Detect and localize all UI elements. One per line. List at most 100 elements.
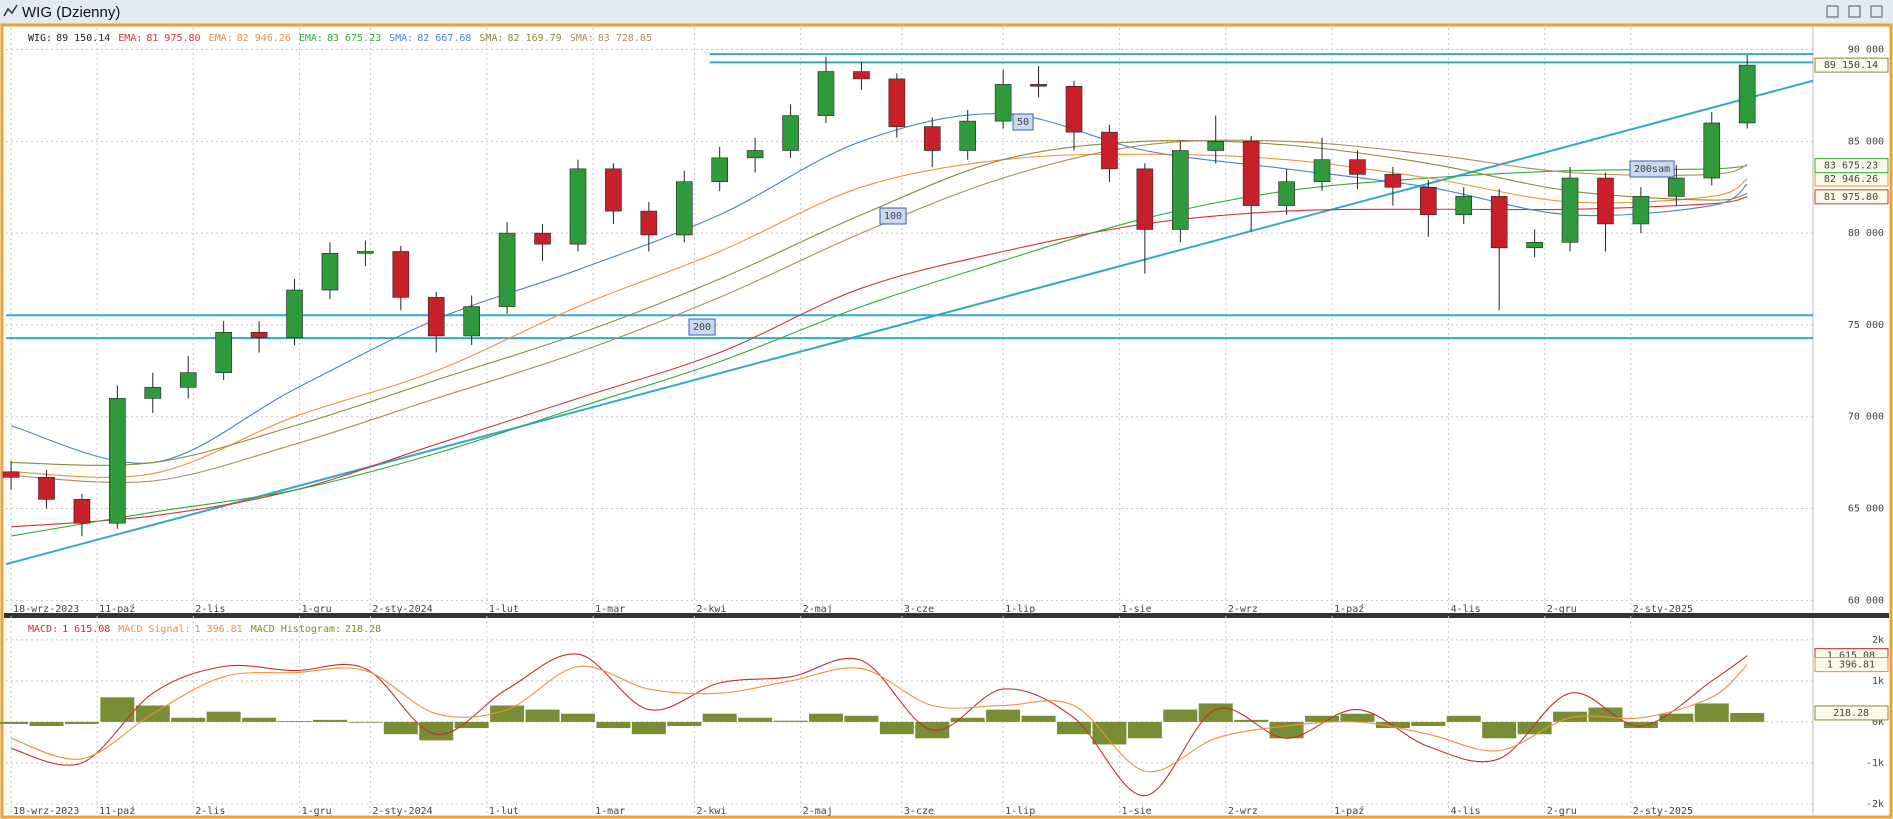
legend-value: 83 675.23	[327, 33, 381, 44]
legend-name: SMA:	[570, 33, 594, 44]
histogram-bar	[1553, 711, 1588, 722]
x-tick-label: 1-mar	[595, 806, 625, 817]
x-tick-label: 2-sty-2025	[1633, 806, 1693, 817]
legend-value: 1 396.81	[195, 624, 243, 635]
y-tick-label: 60 000	[1848, 595, 1884, 606]
annotation-box	[1629, 160, 1675, 178]
x-tick-label: 1-lut	[489, 806, 519, 817]
histogram-bar	[0, 721, 29, 724]
histogram-bar	[844, 715, 879, 722]
candle-body	[321, 253, 339, 291]
histogram-bar	[1588, 707, 1623, 722]
value-box-label: 1 396.81	[1827, 660, 1875, 671]
candle-body	[1101, 131, 1118, 170]
histogram-bar	[1092, 721, 1127, 745]
candle-body	[1703, 122, 1721, 179]
legend-name: EMA:	[118, 33, 142, 44]
legend-name: MACD Histogram:	[251, 624, 341, 635]
y-tick-label: 70 000	[1848, 412, 1884, 423]
histogram-bar	[631, 721, 666, 735]
x-tick-label: 2-sty-2024	[372, 604, 432, 615]
candle-body	[1171, 150, 1189, 230]
candle-body	[853, 71, 870, 80]
close-button[interactable]	[1870, 5, 1883, 18]
restore-button[interactable]	[1848, 5, 1861, 18]
x-tick-label: 2-kwi	[696, 806, 726, 817]
x-tick-label: 2-lis	[195, 604, 225, 615]
candle-body	[1384, 174, 1402, 188]
candle-body	[817, 71, 835, 116]
histogram-bar	[1021, 715, 1056, 722]
candle-body	[994, 84, 1012, 122]
legend-name: EMA:	[209, 33, 233, 44]
histogram-bar	[1659, 713, 1694, 722]
histogram-bar	[1730, 712, 1765, 722]
candle-body	[1242, 141, 1260, 206]
histogram-bar	[206, 711, 241, 722]
candle-body	[215, 331, 232, 373]
histogram-bar	[277, 721, 312, 722]
indicator-line	[10, 664, 1748, 773]
value-box-label: 89 150.14	[1824, 60, 1878, 71]
candle-body	[888, 78, 906, 127]
candle-body	[746, 150, 764, 159]
x-tick-label: 1-mar	[595, 604, 625, 615]
x-tick-label: 1-lip	[1005, 806, 1035, 817]
x-tick-label: 3-cze	[904, 806, 934, 817]
indicator-line	[10, 653, 1748, 797]
candle-body	[38, 477, 55, 500]
window-icon	[3, 4, 18, 17]
candle-body	[534, 232, 551, 245]
candle-body	[1065, 85, 1083, 133]
x-tick-label: 1-sie	[1122, 806, 1152, 817]
x-tick-label: 18-wrz-2023	[13, 806, 79, 817]
histogram-bar	[808, 713, 843, 722]
indicator-line	[11, 153, 1748, 478]
x-tick-label: 3-cze	[904, 604, 934, 615]
minimize-button[interactable]	[1826, 5, 1839, 18]
annotation: 200sam	[1634, 164, 1670, 175]
x-tick-label: 1-paź	[1334, 805, 1364, 817]
value-box-label: 81 975.80	[1824, 192, 1878, 203]
indicator-line	[11, 139, 1748, 466]
value-box	[1814, 57, 1889, 73]
candle-body	[250, 331, 268, 339]
value-box-label: 1 615.08	[1827, 651, 1875, 662]
x-tick-label: 2-sty-2024	[372, 806, 432, 817]
x-tick-label: 2-sty-2025	[1633, 604, 1693, 615]
legend-name: SMA:	[479, 33, 503, 44]
value-box-label: 83 675.23	[1824, 161, 1878, 172]
value-box	[1814, 189, 1889, 205]
y-tick-label: 0k	[1872, 717, 1884, 728]
annotation: 200	[693, 322, 711, 333]
panel-separator	[4, 613, 1889, 618]
value-box-label: 218.28	[1833, 708, 1869, 719]
histogram-bar	[242, 717, 277, 722]
candle-body	[569, 168, 587, 245]
x-tick-label: 18-wrz-2023	[13, 604, 79, 615]
histogram-bar	[1517, 721, 1552, 735]
y-tick-label: 2k	[1872, 635, 1884, 646]
histogram-bar	[1163, 709, 1198, 722]
y-tick-label: 90 000	[1848, 45, 1884, 56]
x-tick-label: 2-wrz	[1228, 806, 1258, 817]
candle-body	[109, 398, 126, 524]
candle-body	[427, 297, 445, 337]
candle-body	[1632, 196, 1650, 225]
annotation-box	[1012, 113, 1034, 131]
histogram-bar	[525, 709, 560, 722]
x-tick-label: 1-lut	[489, 604, 519, 615]
candle-body	[1561, 177, 1579, 243]
window-title: WIG (Dzienny)	[22, 4, 120, 21]
candle-body	[959, 120, 977, 151]
y-tick-label: 80 000	[1848, 228, 1884, 239]
legend-value: 89 150.14	[56, 33, 110, 44]
x-tick-label: 11-paź	[99, 805, 135, 817]
histogram-bar	[1482, 721, 1517, 739]
histogram-bar	[560, 713, 595, 722]
histogram-bar	[1623, 721, 1658, 729]
candle-body	[357, 251, 374, 254]
candle-body	[179, 372, 197, 388]
trend-line	[5, 79, 1814, 566]
histogram-bar	[738, 717, 773, 722]
